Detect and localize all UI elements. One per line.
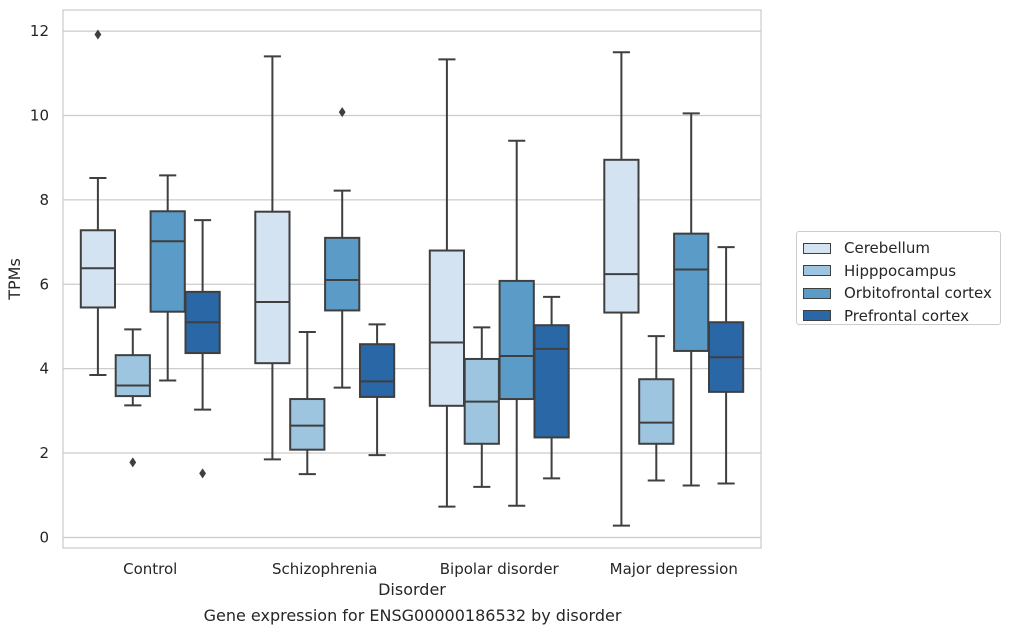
box-group	[533, 295, 570, 480]
box-group	[324, 107, 361, 389]
box	[673, 232, 710, 352]
plot-area-frame	[62, 9, 762, 549]
outlier-point	[94, 29, 102, 40]
box-group	[79, 29, 117, 376]
box-group	[184, 219, 221, 479]
legend: Cerebellum Hipppocampus Orbitofrontal cort…	[796, 231, 1001, 325]
box	[254, 210, 291, 365]
box-group	[149, 174, 186, 382]
legend-item: Cerebellum	[803, 237, 1000, 260]
legend-swatch	[803, 287, 831, 299]
x-tick-labels: Control Schizophrenia Bipolar disorder Majo…	[123, 560, 738, 578]
box	[114, 354, 151, 398]
x-tick-label: Bipolar disorder	[440, 560, 560, 578]
outlier-point	[199, 468, 206, 479]
box	[533, 324, 570, 439]
legend-label: Cerebellum	[844, 239, 930, 258]
x-tick-label: Schizophrenia	[272, 560, 377, 578]
y-tick-label: 4	[39, 360, 49, 378]
chart-caption: Gene expression for ENSG00000186532 by d…	[203, 606, 622, 625]
box	[289, 398, 326, 451]
legend-swatch	[803, 265, 831, 277]
box-series	[79, 29, 745, 527]
y-tick-label: 2	[39, 444, 49, 462]
x-axis-label: Disorder	[378, 580, 446, 599]
legend-item: Hipppocampus	[803, 260, 1000, 283]
y-tick-label: 12	[30, 22, 49, 40]
y-tick-label: 10	[30, 106, 49, 124]
box-group	[673, 112, 710, 487]
box-group	[707, 246, 745, 485]
legend-item: Orbitofrontal cortex	[803, 282, 1000, 305]
y-tick-label: 6	[39, 275, 49, 293]
y-tick-label: 0	[39, 528, 49, 546]
box-group	[603, 51, 640, 527]
box-group	[498, 139, 535, 507]
outlier-point	[338, 107, 346, 118]
box	[638, 378, 675, 445]
legend-label: Prefrontal cortex	[844, 306, 969, 325]
box	[428, 249, 466, 407]
legend-swatch	[803, 310, 831, 322]
box-group	[254, 55, 291, 461]
legend-label: Orbitofrontal cortex	[844, 284, 992, 303]
box-group	[358, 323, 396, 457]
box	[324, 236, 361, 312]
legend-item: Prefrontal cortex	[803, 305, 1000, 328]
x-tick-label: Control	[123, 560, 177, 578]
x-tick-label: Major depression	[610, 560, 738, 578]
box-group	[114, 328, 151, 468]
box	[603, 158, 640, 314]
legend-label: Hipppocampus	[844, 261, 957, 280]
y-tick-label: 8	[39, 191, 49, 209]
y-axis-label: TPMs	[5, 258, 24, 301]
legend-swatch	[803, 242, 831, 254]
outlier-point	[129, 457, 137, 468]
box-group	[289, 330, 326, 476]
box	[358, 343, 396, 398]
box	[149, 210, 186, 313]
box-group	[638, 335, 675, 482]
y-tick-labels: 0 2 4 6 8 10 12	[30, 22, 49, 546]
box-group	[428, 58, 466, 508]
box-group	[463, 326, 500, 488]
box	[498, 279, 535, 401]
